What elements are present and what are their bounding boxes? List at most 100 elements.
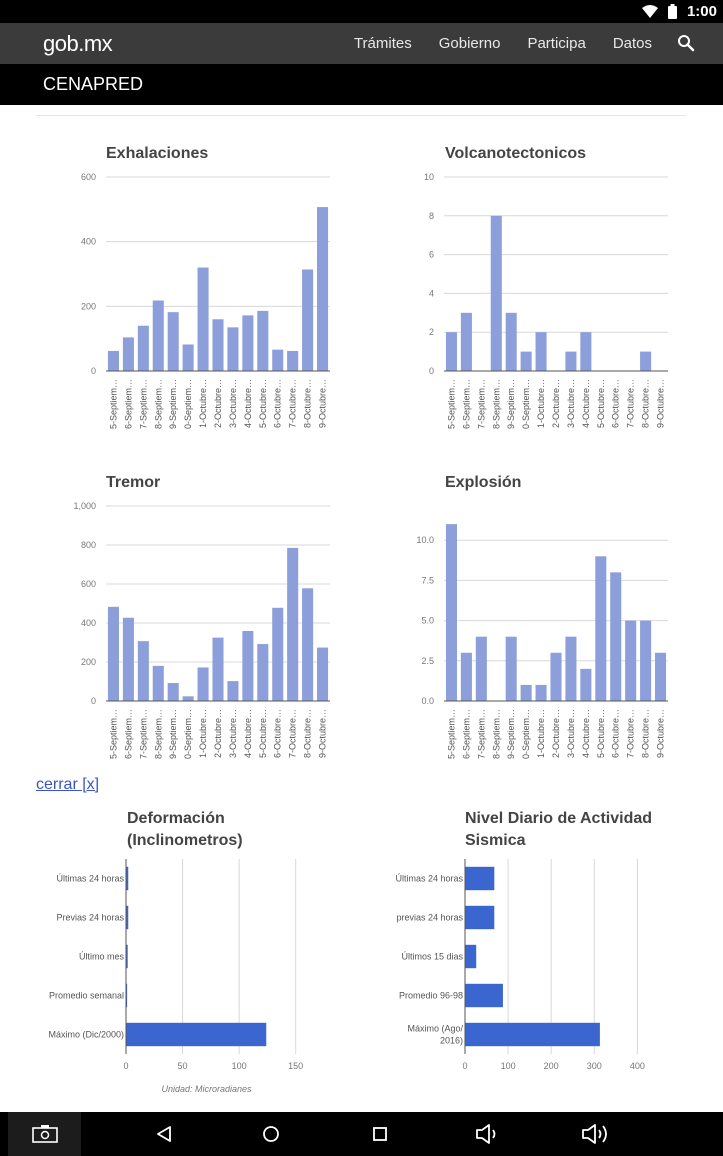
bar xyxy=(520,684,532,701)
bar xyxy=(317,207,329,371)
nav-tramites[interactable]: Trámites xyxy=(353,35,412,52)
y-tick-label: 0 xyxy=(91,696,96,706)
x-tick-label: 9-Octubre… xyxy=(318,379,328,428)
system-nav-bar xyxy=(0,1112,723,1156)
y-tick-label: Últimas 24 horas xyxy=(56,874,124,884)
back-icon[interactable] xyxy=(150,1112,178,1156)
bar xyxy=(122,337,134,371)
chart-nivel-diario: Nivel Diario de Actividad Sismica 0 100 200 3… xyxy=(340,800,700,1105)
y-tick-label: 200 xyxy=(81,301,96,311)
bar xyxy=(242,630,254,701)
bar xyxy=(107,606,119,701)
bar xyxy=(152,300,164,371)
bar xyxy=(197,267,209,371)
y-tick-label: Máximo (Dic/2000) xyxy=(48,1030,124,1040)
nav-participa[interactable]: Participa xyxy=(527,35,586,52)
chart-volcanotectonicos: Volcanotectonicos 0 2 4 6 8 10 5-Septiem… 6-Sept… xyxy=(340,130,700,450)
bar xyxy=(655,652,667,701)
y-tick-label: 400 xyxy=(81,618,96,628)
bar xyxy=(625,620,637,701)
close-link[interactable]: cerrar [x] xyxy=(36,776,100,793)
x-tick-label: 2-Octubre… xyxy=(213,709,223,758)
x-tick-label: 6-Octubre… xyxy=(273,379,283,428)
x-tick-label: 3-Octubre… xyxy=(228,379,238,428)
chart-title: Exhalaciones xyxy=(106,145,208,162)
y-tick-label: Últimos 15 dias xyxy=(401,952,463,962)
site-header: gob.mx Trámites Gobierno Participa Datos xyxy=(0,23,723,64)
y-tick-label: 4 xyxy=(429,288,434,298)
y-tick-label: 7.5 xyxy=(421,575,434,585)
y-tick-label: 1,000 xyxy=(73,501,96,511)
x-tick-label: 9-Septiem… xyxy=(506,379,516,429)
y-tick-label: Últimas 24 horas xyxy=(395,874,463,884)
bar xyxy=(227,327,239,371)
x-tick-label: 0-Septiem… xyxy=(183,709,193,759)
bar xyxy=(460,312,472,371)
x-tick-label: 0-Septiem… xyxy=(521,709,531,759)
bar xyxy=(465,905,495,930)
volume-up-icon[interactable] xyxy=(579,1112,613,1156)
x-tick-label: 8-Septiem… xyxy=(491,709,501,759)
x-tick-label: 0-Septiem… xyxy=(521,379,531,429)
bar xyxy=(242,315,254,371)
bar xyxy=(257,644,269,701)
y-tick-label: 10.0 xyxy=(416,535,434,545)
bar xyxy=(580,332,592,371)
x-tick-label: 4-Octubre… xyxy=(243,379,253,428)
chart-note: Unidad: Microradianes xyxy=(161,1084,252,1094)
chart-deformacion: Deformación (Inclinometros) 0 50 100 150 Últim… xyxy=(0,800,360,1105)
y-tick-label: 5.0 xyxy=(421,616,434,626)
y-tick-label: previas 24 horas xyxy=(396,913,463,923)
battery-icon xyxy=(667,4,677,19)
status-bar: 1:00 xyxy=(0,0,723,23)
x-tick-label: 1-Octubre… xyxy=(536,709,546,758)
screenshot-icon[interactable] xyxy=(29,1112,61,1156)
search-icon[interactable] xyxy=(677,34,695,52)
x-tick-label: 6-Septiem… xyxy=(123,379,133,429)
bar xyxy=(152,665,164,701)
bar xyxy=(535,332,547,371)
bar xyxy=(445,332,457,371)
bar xyxy=(257,310,269,371)
x-tick-label: 9-Octubre… xyxy=(656,379,666,428)
y-tick-label: 2.5 xyxy=(421,656,434,666)
bar xyxy=(565,636,577,701)
recents-icon[interactable] xyxy=(366,1112,394,1156)
bar xyxy=(505,636,517,701)
bar xyxy=(107,350,119,371)
x-tick-label: 8-Octubre… xyxy=(303,709,313,758)
x-tick-label: 3-Octubre… xyxy=(566,709,576,758)
section-title[interactable]: CENAPRED xyxy=(43,74,144,94)
bar xyxy=(610,572,622,701)
bar xyxy=(580,668,592,701)
x-tick-label: 2-Octubre… xyxy=(551,709,561,758)
nav-gobierno[interactable]: Gobierno xyxy=(438,35,501,52)
nav-datos[interactable]: Datos xyxy=(612,35,652,52)
bar xyxy=(520,351,532,371)
x-tick-label: 2-Octubre… xyxy=(213,379,223,428)
volume-down-icon[interactable] xyxy=(472,1112,504,1156)
x-tick-label: 1-Octubre… xyxy=(198,709,208,758)
bar xyxy=(640,351,652,371)
x-tick-label: 5-Octubre… xyxy=(258,709,268,758)
gobmx-logo[interactable]: gob.mx xyxy=(43,31,113,56)
status-time: 1:00 xyxy=(686,3,717,20)
x-tick-label: 9-Octubre… xyxy=(318,709,328,758)
bar xyxy=(122,617,134,701)
y-tick-label: 0.0 xyxy=(421,696,434,706)
x-tick-label: 8-Octubre… xyxy=(641,709,651,758)
y-tick-label: 8 xyxy=(429,211,434,221)
chart-title: Deformación xyxy=(127,810,225,827)
bar xyxy=(167,683,179,701)
section-bar: CENAPRED xyxy=(0,64,723,105)
chart-title: Volcanotectonicos xyxy=(445,145,586,162)
y-tick-label: 400 xyxy=(81,237,96,247)
chart-title: (Inclinometros) xyxy=(127,832,243,849)
x-tick-label: 0 xyxy=(462,1061,467,1071)
home-icon[interactable] xyxy=(257,1112,285,1156)
x-tick-label: 7-Octubre… xyxy=(288,379,298,428)
y-tick-label: Promedio 96-98 xyxy=(399,991,463,1001)
bar xyxy=(595,556,607,701)
bar xyxy=(212,637,224,701)
bar xyxy=(126,983,128,1008)
